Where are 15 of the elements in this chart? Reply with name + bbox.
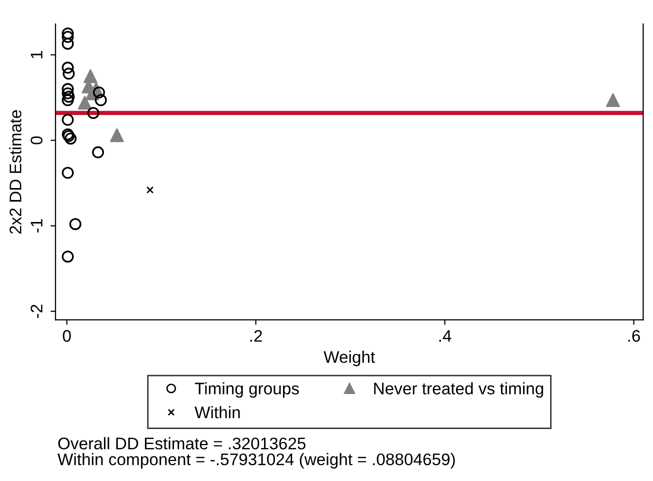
x-axis-title: Weight xyxy=(324,350,376,366)
x-tick-label: .4 xyxy=(439,330,452,342)
text: Overall DD Estimate = .32013625 xyxy=(58,437,306,450)
y-tick-label: -1 xyxy=(30,219,42,232)
y-tick-label: 0 xyxy=(30,136,42,144)
legend-label: Never treated vs timing xyxy=(374,382,544,398)
y-tick-label: -2 xyxy=(30,304,42,318)
y-tick-label: 1 xyxy=(30,51,42,58)
text: Within component = -.57931024 (weight = .08804659) xyxy=(58,453,455,469)
x-tick-label: .2 xyxy=(250,330,262,342)
x-tick-label: .6 xyxy=(628,330,640,342)
legend-label: Within xyxy=(194,406,240,418)
legend-label: Timing groups xyxy=(194,382,299,398)
x-tick-label: 0 xyxy=(62,330,71,342)
y-axis-title: 2x2 DD Estimate xyxy=(9,110,22,234)
